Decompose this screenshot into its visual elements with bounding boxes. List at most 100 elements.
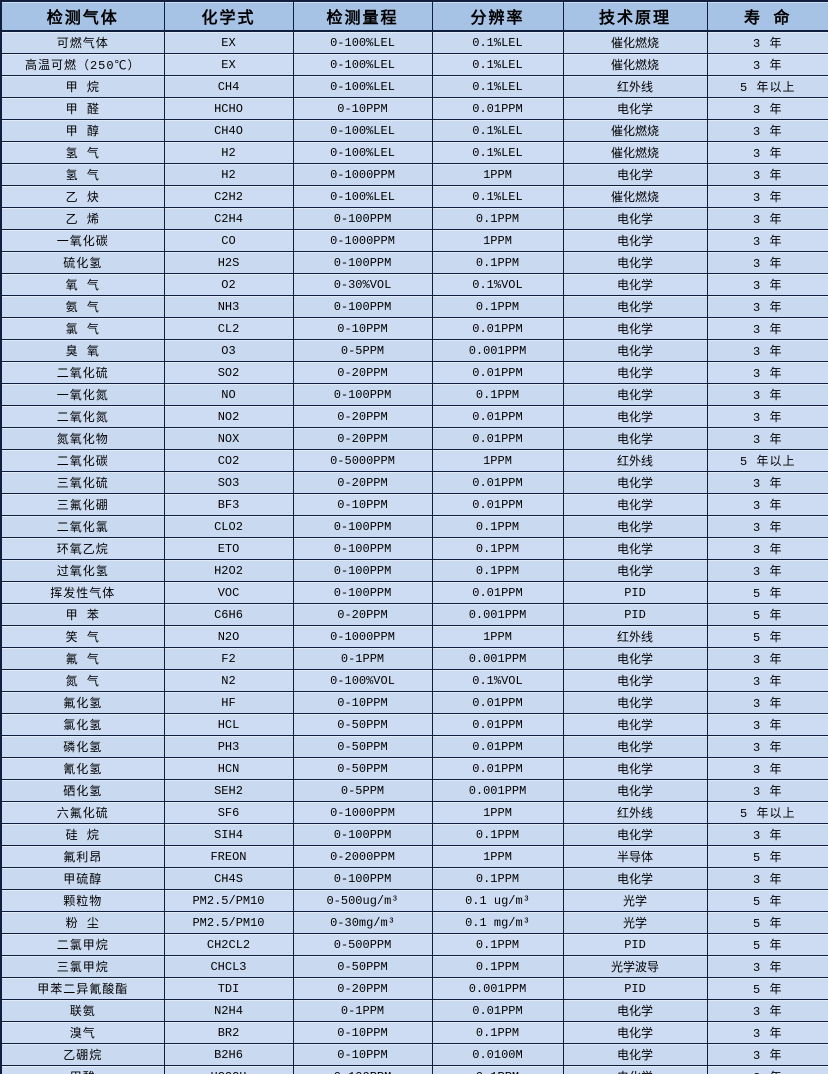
cell-resolution: 0.001PPM [431, 647, 564, 670]
cell-detection-range: 0-50PPM [292, 955, 433, 978]
cell-detection-range: 0-100%LEL [292, 75, 433, 98]
cell-lifespan: 3 年 [706, 691, 828, 714]
table-row: 甲硫醇 CH4S 0-100PPM 0.1PPM 电化学 3 年 [0, 867, 828, 890]
cell-technical-principle: 电化学 [562, 779, 708, 802]
cell-detection-range: 0-20PPM [292, 977, 433, 1000]
cell-gas-name: 氢 气 [0, 163, 165, 186]
table-row: 三氯甲烷 CHCL3 0-50PPM 0.1PPM 光学波导 3 年 [0, 955, 828, 978]
cell-lifespan: 3 年 [706, 647, 828, 670]
header-lifespan: 寿 命 [706, 0, 828, 32]
cell-gas-name: 一氧化碳 [0, 229, 165, 252]
cell-technical-principle: 电化学 [562, 1065, 708, 1074]
cell-chemical-formula: N2 [163, 669, 294, 692]
cell-resolution: 0.1PPM [431, 933, 564, 956]
cell-chemical-formula: N2H4 [163, 999, 294, 1022]
cell-lifespan: 5 年 [706, 845, 828, 868]
cell-technical-principle: 电化学 [562, 823, 708, 846]
cell-technical-principle: 电化学 [562, 669, 708, 692]
table-header: 检测气体 化学式 检测量程 分辨率 技术原理 寿 命 [0, 0, 828, 32]
cell-gas-name: 氟利昂 [0, 845, 165, 868]
cell-technical-principle: 电化学 [562, 229, 708, 252]
cell-gas-name: 三氧化硫 [0, 471, 165, 494]
table-row: 甲 醇 CH4O 0-100%LEL 0.1%LEL 催化燃烧 3 年 [0, 119, 828, 142]
cell-gas-name: 六氟化硫 [0, 801, 165, 824]
cell-technical-principle: PID [562, 581, 708, 604]
cell-lifespan: 3 年 [706, 999, 828, 1022]
cell-lifespan: 5 年 [706, 603, 828, 626]
cell-chemical-formula: HF [163, 691, 294, 714]
cell-technical-principle: 电化学 [562, 163, 708, 186]
cell-resolution: 1PPM [431, 163, 564, 186]
cell-chemical-formula: CH4 [163, 75, 294, 98]
cell-resolution: 0.01PPM [431, 999, 564, 1022]
table-row: 氟 气 F2 0-1PPM 0.001PPM 电化学 3 年 [0, 647, 828, 670]
cell-resolution: 0.01PPM [431, 713, 564, 736]
table-row: 甲 烷 CH4 0-100%LEL 0.1%LEL 红外线 5 年以上 [0, 75, 828, 98]
cell-resolution: 0.1%LEL [431, 53, 564, 76]
table-row: 臭 氧 O3 0-5PPM 0.001PPM 电化学 3 年 [0, 339, 828, 362]
cell-detection-range: 0-20PPM [292, 405, 433, 428]
cell-detection-range: 0-10PPM [292, 691, 433, 714]
cell-chemical-formula: O2 [163, 273, 294, 296]
cell-chemical-formula: SEH2 [163, 779, 294, 802]
cell-detection-range: 0-100%LEL [292, 185, 433, 208]
cell-resolution: 0.1PPM [431, 537, 564, 560]
cell-lifespan: 3 年 [706, 867, 828, 890]
cell-resolution: 0.1PPM [431, 207, 564, 230]
cell-resolution: 0.01PPM [431, 97, 564, 120]
cell-chemical-formula: BF3 [163, 493, 294, 516]
cell-lifespan: 3 年 [706, 30, 828, 54]
cell-resolution: 0.1%LEL [431, 30, 564, 54]
cell-detection-range: 0-100%LEL [292, 30, 433, 54]
cell-chemical-formula: SF6 [163, 801, 294, 824]
table-row: 联氨 N2H4 0-1PPM 0.01PPM 电化学 3 年 [0, 999, 828, 1022]
cell-chemical-formula: H2O2 [163, 559, 294, 582]
cell-technical-principle: 电化学 [562, 867, 708, 890]
cell-gas-name: 氟 气 [0, 647, 165, 670]
cell-gas-name: 甲 苯 [0, 603, 165, 626]
cell-lifespan: 3 年 [706, 1065, 828, 1074]
cell-gas-name: 氯 气 [0, 317, 165, 340]
cell-technical-principle: 光学波导 [562, 955, 708, 978]
cell-lifespan: 3 年 [706, 295, 828, 318]
cell-gas-name: 氟化氢 [0, 691, 165, 714]
table-row: 三氟化硼 BF3 0-10PPM 0.01PPM 电化学 3 年 [0, 493, 828, 516]
cell-resolution: 0.1%LEL [431, 119, 564, 142]
cell-technical-principle: 电化学 [562, 383, 708, 406]
cell-lifespan: 3 年 [706, 185, 828, 208]
cell-technical-principle: 电化学 [562, 735, 708, 758]
cell-chemical-formula: EX [163, 53, 294, 76]
table-row: 环氧乙烷 ETO 0-100PPM 0.1PPM 电化学 3 年 [0, 537, 828, 560]
cell-lifespan: 3 年 [706, 53, 828, 76]
cell-lifespan: 5 年 [706, 911, 828, 934]
cell-resolution: 1PPM [431, 449, 564, 472]
cell-gas-name: 氮氧化物 [0, 427, 165, 450]
table-row: 氢 气 H2 0-1000PPM 1PPM 电化学 3 年 [0, 163, 828, 186]
cell-detection-range: 0-30mg/m³ [292, 911, 433, 934]
cell-gas-name: 溴气 [0, 1021, 165, 1044]
cell-chemical-formula: HCL [163, 713, 294, 736]
cell-gas-name: 三氯甲烷 [0, 955, 165, 978]
cell-lifespan: 3 年 [706, 515, 828, 538]
cell-technical-principle: PID [562, 933, 708, 956]
cell-technical-principle: 电化学 [562, 361, 708, 384]
cell-lifespan: 3 年 [706, 713, 828, 736]
cell-gas-name: 氮 气 [0, 669, 165, 692]
cell-lifespan: 3 年 [706, 97, 828, 120]
cell-resolution: 0.1%VOL [431, 273, 564, 296]
table-row: 乙硼烷 B2H6 0-10PPM 0.0100M 电化学 3 年 [0, 1043, 828, 1066]
cell-technical-principle: 光学 [562, 889, 708, 912]
cell-resolution: 0.1PPM [431, 1021, 564, 1044]
cell-chemical-formula: H2 [163, 141, 294, 164]
cell-technical-principle: 电化学 [562, 273, 708, 296]
cell-gas-name: 甲 醇 [0, 119, 165, 142]
table-row: 二氯甲烷 CH2CL2 0-500PPM 0.1PPM PID 5 年 [0, 933, 828, 956]
cell-resolution: 0.01PPM [431, 691, 564, 714]
cell-technical-principle: 催化燃烧 [562, 141, 708, 164]
cell-lifespan: 3 年 [706, 823, 828, 846]
cell-gas-name: 粉 尘 [0, 911, 165, 934]
cell-lifespan: 5 年 [706, 625, 828, 648]
cell-gas-name: 二氧化氮 [0, 405, 165, 428]
cell-gas-name: 一氧化氮 [0, 383, 165, 406]
